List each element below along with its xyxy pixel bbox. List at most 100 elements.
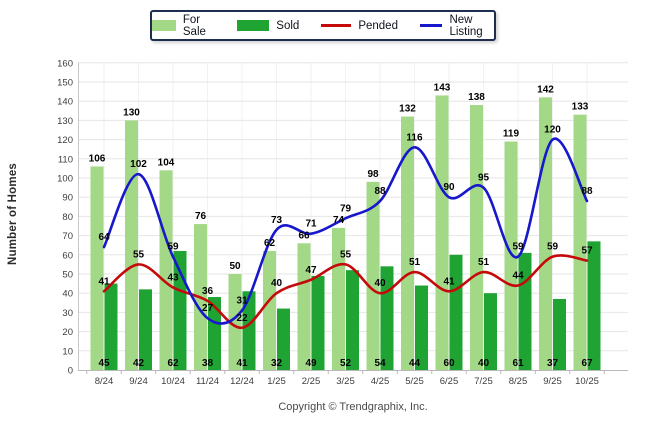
legend-item-sold: Sold	[237, 20, 299, 32]
svg-text:10: 10	[62, 346, 73, 357]
for-sale-bar	[366, 181, 380, 370]
for-sale-value-label: 138	[468, 92, 485, 103]
x-tick-label: 1/25	[267, 376, 286, 387]
sold-value-label: 37	[547, 358, 559, 369]
sold-value-label: 38	[202, 358, 214, 369]
for-sale-bar	[504, 141, 518, 370]
for-sale-value-label: 133	[572, 102, 589, 113]
for-sale-value-label: 98	[367, 169, 379, 180]
svg-text:40: 40	[62, 289, 73, 300]
for-sale-value-label: 119	[503, 129, 520, 140]
x-tick-labels: 8/24 9/24 10/24 11/24 12/24 1/25 2/25 3/25 4/25 5…	[95, 376, 599, 387]
pended-value-label: 59	[547, 242, 559, 253]
sold-value-label: 45	[98, 358, 110, 369]
legend: For Sale Sold Pended New Listing	[150, 10, 496, 41]
x-tick-label: 9/24	[129, 376, 148, 387]
new-listing-value-label: 88	[374, 186, 386, 197]
x-axis-ticks	[86, 370, 605, 374]
pended-value-label: 51	[409, 257, 421, 268]
legend-label-for-sale: For Sale	[182, 13, 206, 38]
new-listing-value-label: 90	[443, 182, 455, 193]
svg-text:30: 30	[62, 308, 73, 319]
pended-value-label: 44	[512, 271, 524, 282]
bar-groups	[90, 95, 601, 371]
x-tick-label: 6/25	[440, 376, 459, 387]
pended-value-label: 22	[236, 313, 248, 324]
new-listing-value-label: 116	[406, 132, 423, 143]
pended-value-label: 36	[202, 286, 214, 297]
sold-bar	[587, 241, 601, 370]
x-tick-label: 7/25	[474, 376, 493, 387]
y-tick-labels: 0 10 20 30 40 50 60 70 80 90 100 110 120 130 140 150 160	[57, 58, 73, 376]
for-sale-bar	[401, 116, 414, 370]
new-listing-value-label: 64	[98, 232, 110, 243]
sold-bar	[518, 252, 532, 370]
sold-value-label: 42	[133, 358, 145, 369]
pended-line	[102, 254, 589, 330]
sold-bar	[208, 297, 221, 370]
pended-value-label: 57	[581, 246, 593, 257]
for-sale-value-label: 130	[123, 107, 140, 118]
legend-label-pended: Pended	[358, 19, 398, 32]
pended-value-label: 47	[305, 265, 317, 276]
new-listing-value-label: 79	[340, 203, 352, 214]
svg-text:50: 50	[62, 270, 73, 281]
sold-bar	[242, 291, 256, 370]
sold-value-label: 62	[167, 358, 179, 369]
new-listing-value-label: 71	[305, 219, 317, 230]
for-sale-value-label: 62	[264, 238, 276, 249]
new-listing-line	[102, 137, 589, 325]
x-tick-label: 5/25	[405, 376, 424, 387]
sold-value-label: 49	[305, 358, 317, 369]
pended-value-label: 55	[133, 249, 145, 260]
x-tick-label: 10/25	[575, 376, 599, 387]
sold-bar	[104, 283, 118, 370]
svg-text:100: 100	[57, 174, 73, 185]
sold-value-label: 60	[443, 358, 455, 369]
for-sale-value-label: 104	[158, 157, 175, 168]
sold-value-label: 40	[478, 358, 490, 369]
legend-item-pended: Pended	[321, 20, 398, 32]
legend-label-new-listing: New Listing	[449, 13, 483, 38]
sold-bar	[346, 270, 359, 370]
for-sale-swatch-icon	[152, 20, 176, 31]
new-listing-value-label: 95	[478, 173, 490, 184]
pended-line-swatch-icon	[321, 24, 352, 27]
sold-bar	[311, 275, 325, 370]
pended-value-label: 51	[478, 257, 490, 268]
for-sale-value-label: 50	[229, 261, 241, 272]
new-listing-line-swatch-icon	[419, 24, 443, 27]
y-axis-title: Number of Homes	[7, 162, 19, 266]
new-listing-value-label: 73	[271, 215, 283, 226]
for-sale-bar	[125, 120, 138, 371]
new-listing-value-label: 31	[236, 295, 248, 306]
for-sale-bar	[159, 170, 173, 370]
copyright-text: Copyright © Trendgraphix, Inc.	[278, 401, 428, 413]
legend-label-sold: Sold	[276, 19, 300, 32]
x-tick-label: 2/25	[302, 376, 321, 387]
x-tick-label: 12/24	[230, 376, 254, 387]
for-sale-value-label: 106	[89, 153, 106, 164]
sold-value-label: 41	[236, 358, 248, 369]
value-labels: 106 45 41 64 130 42 55 102 104 62 43 59 76 38 36 27 50 41…	[89, 82, 593, 369]
new-listing-value-label: 59	[167, 242, 179, 253]
pended-value-label: 55	[340, 249, 352, 260]
for-sale-bar	[470, 105, 483, 370]
sold-swatch-icon	[237, 20, 270, 31]
svg-text:90: 90	[62, 193, 73, 204]
svg-text:70: 70	[62, 231, 73, 242]
for-sale-value-label: 66	[298, 230, 310, 241]
svg-text:60: 60	[62, 250, 73, 261]
new-listing-value-label: 120	[544, 125, 561, 136]
for-sale-bar	[90, 166, 104, 370]
x-tick-label: 9/25	[543, 376, 562, 387]
new-listing-value-label: 88	[581, 186, 593, 197]
svg-text:20: 20	[62, 327, 73, 338]
new-listing-value-label: 27	[202, 303, 214, 314]
pended-value-label: 40	[374, 278, 386, 289]
new-listing-value-label: 102	[130, 159, 147, 170]
x-tick-label: 10/24	[161, 376, 185, 387]
sold-bar	[553, 298, 566, 370]
svg-text:150: 150	[57, 78, 73, 89]
for-sale-value-label: 74	[333, 215, 345, 226]
